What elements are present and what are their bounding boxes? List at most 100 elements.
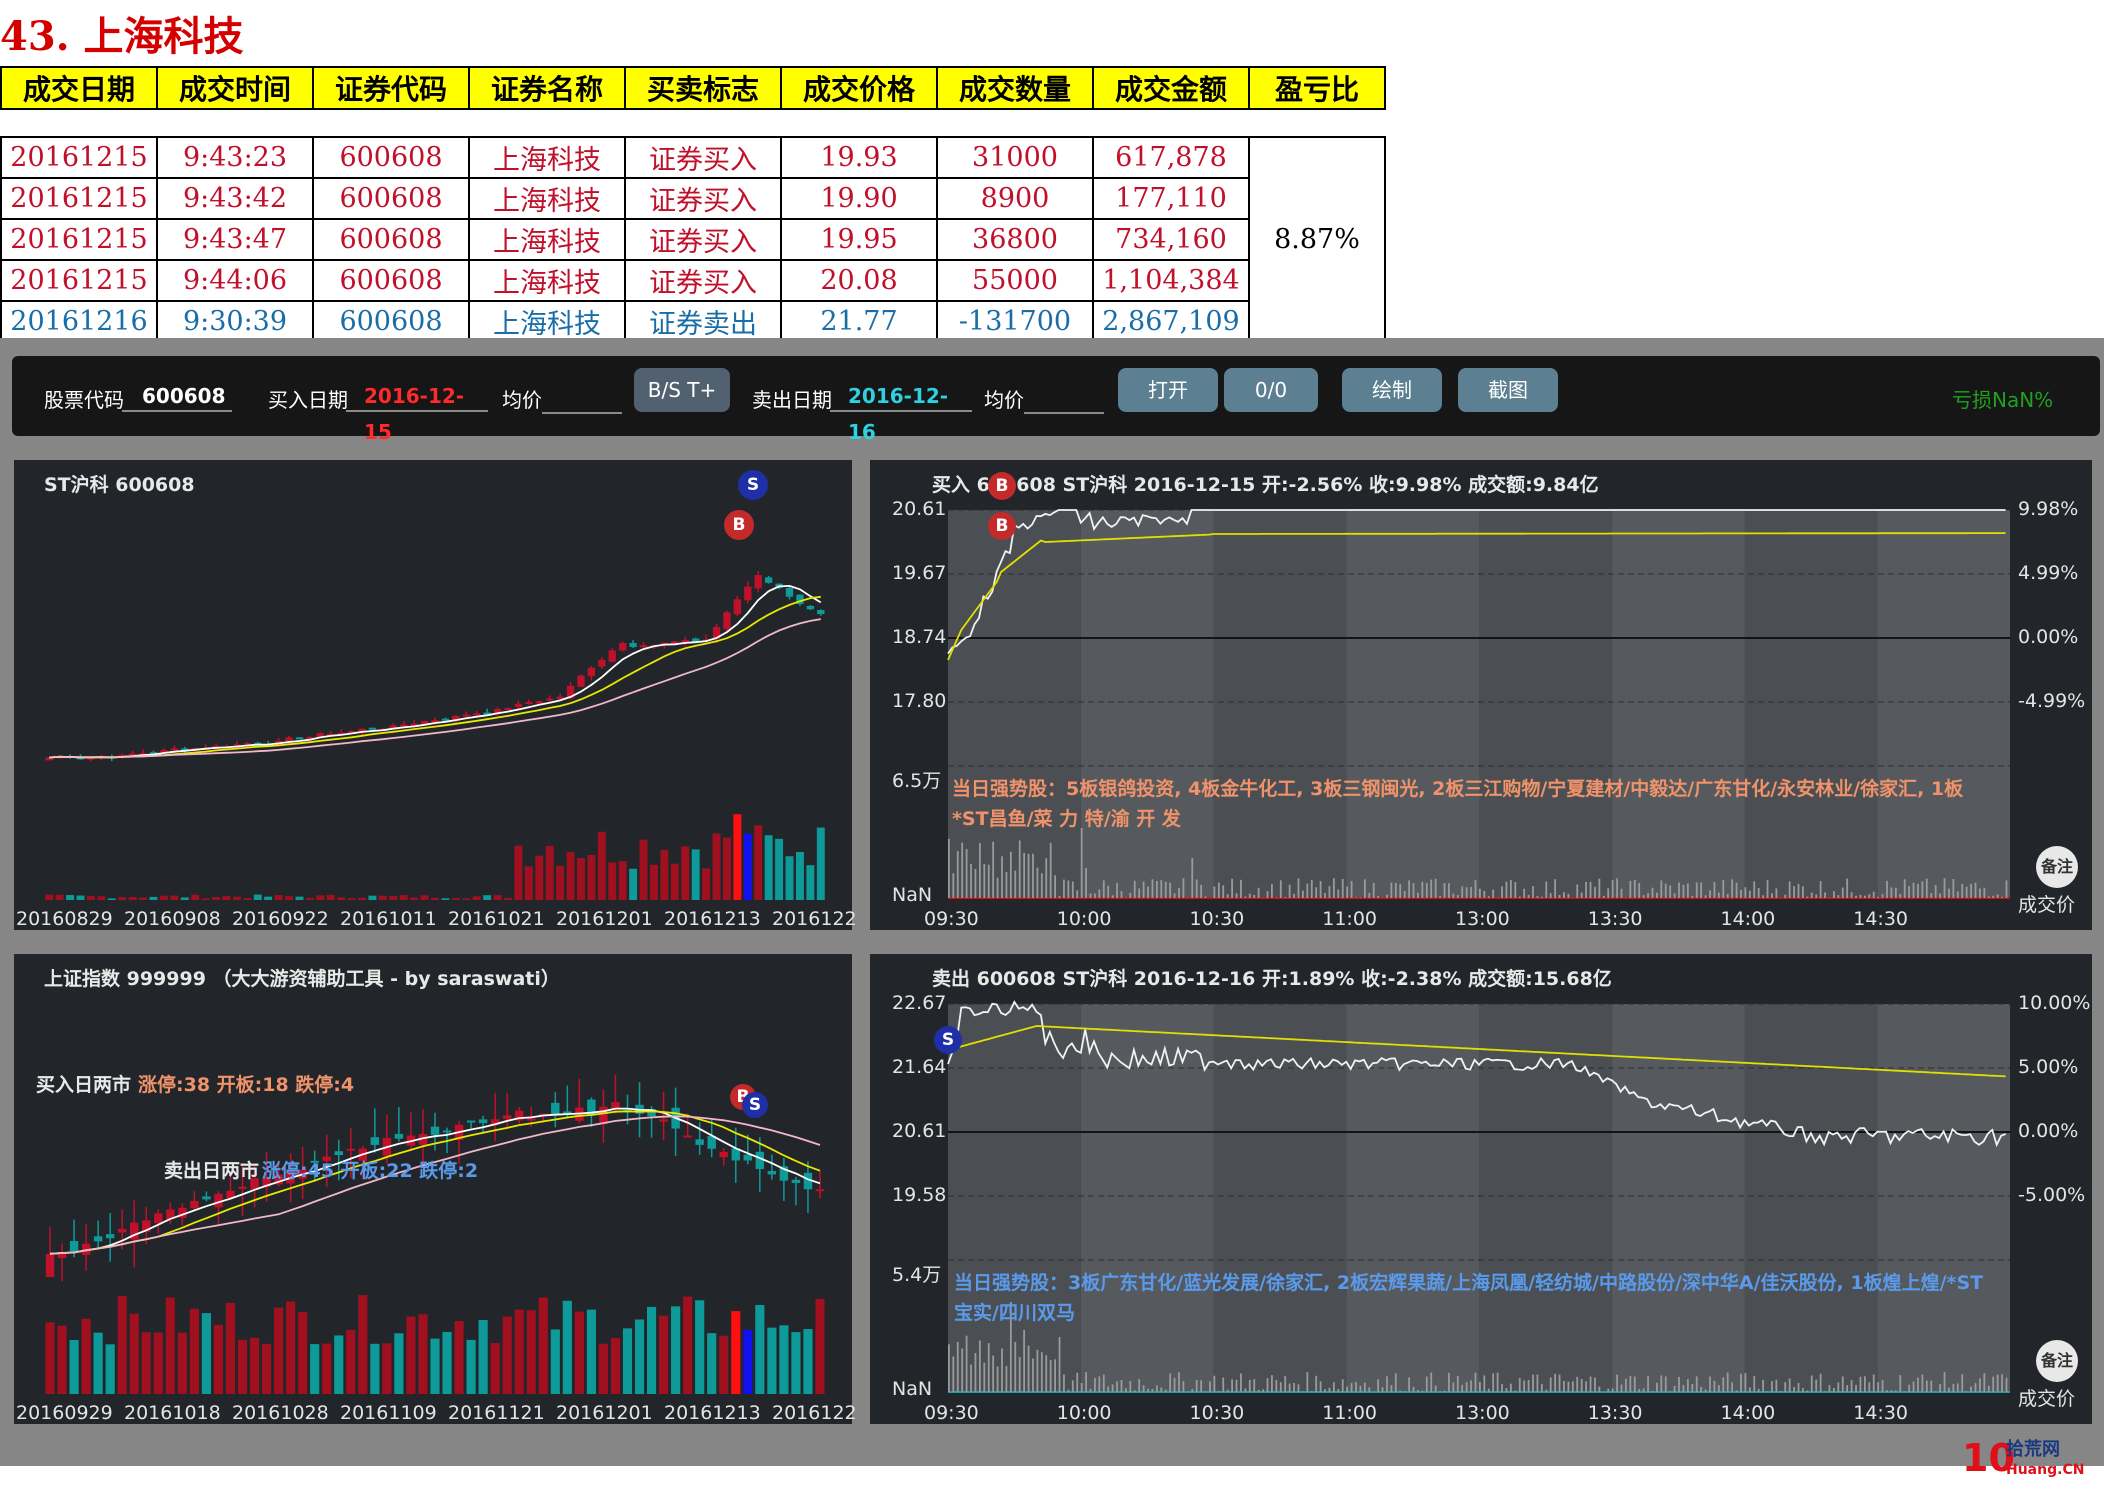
- table-header-cell: 成交价格: [780, 66, 938, 110]
- open-button[interactable]: 打开: [1118, 368, 1218, 412]
- volume-bar: [1802, 886, 1804, 898]
- candle-body: [556, 696, 564, 699]
- volume-bar: [1448, 1372, 1450, 1392]
- volume-bar: [1899, 893, 1902, 898]
- volume-bar: [1222, 1377, 1225, 1392]
- volume-bar: [1797, 883, 1800, 898]
- volume-bar: [566, 852, 575, 900]
- table-cell: 617,878: [1092, 136, 1250, 179]
- volume-bar: [622, 1328, 633, 1394]
- volume-bar: [795, 851, 804, 900]
- table-cell: 证券买入: [624, 259, 782, 302]
- candle-body: [611, 1102, 620, 1109]
- volume-bar: [462, 898, 471, 900]
- volume-bar: [1598, 878, 1601, 898]
- volume-bar: [1868, 1382, 1871, 1392]
- volume-bar: [1788, 1378, 1791, 1392]
- sell-note-button[interactable]: 备注: [2036, 1340, 2078, 1382]
- volume-bar: [1863, 895, 1866, 898]
- volume-bar: [1722, 1377, 1725, 1392]
- volume-bar: [1076, 1372, 1079, 1392]
- volume-bar: [996, 877, 999, 898]
- volume-bar: [1532, 1374, 1534, 1392]
- volume-bar: [1819, 1373, 1822, 1392]
- volume-bar: [1399, 884, 1402, 898]
- candle-body: [806, 605, 815, 610]
- x-tick-label: 20160922: [232, 908, 329, 930]
- price-line: [947, 509, 2006, 655]
- volume-bar: [1686, 1379, 1689, 1392]
- volume-bar: [1222, 885, 1225, 898]
- volume-bar: [586, 1309, 596, 1394]
- volume-bar: [1200, 1380, 1203, 1392]
- volume-bar: [1678, 882, 1680, 898]
- volume-bar: [1200, 884, 1203, 898]
- table-cell: 55000: [936, 259, 1094, 302]
- sell-intraday-title: 卖出 600608 ST沪科 2016-12-16 开:1.89% 收:-2.3…: [932, 968, 1612, 990]
- table-cell: 9:43:42: [156, 177, 314, 220]
- buy-avg-input[interactable]: [542, 378, 622, 414]
- candle-body: [310, 1160, 319, 1163]
- counter-button[interactable]: 0/0: [1224, 368, 1318, 412]
- screenshot-button[interactable]: 截图: [1458, 368, 1558, 412]
- table-cell: 600608: [312, 177, 470, 220]
- volume-bar: [1315, 1375, 1318, 1392]
- volume-bar: [948, 1344, 950, 1392]
- volume-bar: [1302, 890, 1304, 898]
- volume-bar: [978, 843, 981, 898]
- volume-bar: [1324, 892, 1326, 898]
- volume-bar: [1717, 892, 1720, 898]
- volume-bar: [141, 1332, 151, 1394]
- code-input[interactable]: 600608: [122, 378, 232, 412]
- candle-body: [493, 708, 502, 714]
- sell-avg-input[interactable]: [1024, 378, 1104, 414]
- bs-button[interactable]: B/S T+: [634, 368, 730, 412]
- candle-body: [45, 1253, 55, 1278]
- volume-bar: [1841, 887, 1844, 898]
- candle-body: [190, 1200, 199, 1209]
- volume-bar: [201, 898, 210, 900]
- volume-bar: [261, 1343, 272, 1394]
- volume-bar: [358, 1295, 368, 1394]
- table-header-cell: 成交金额: [1092, 66, 1250, 110]
- volume-bar: [1067, 880, 1070, 898]
- volume-bar: [1633, 1376, 1636, 1392]
- volume-bar: [1983, 1373, 1986, 1392]
- buy-date-input[interactable]: 2016-12-15: [346, 378, 488, 444]
- volume-bar: [1731, 1382, 1734, 1392]
- volume-bar: [1372, 882, 1375, 898]
- candle-body: [587, 1099, 596, 1115]
- candle-body: [566, 685, 575, 699]
- volume-bar: [232, 896, 241, 900]
- time-label: 09:30: [924, 1402, 979, 1424]
- x-tick-label: 20160908: [124, 908, 221, 930]
- volume-bar: [1748, 1387, 1751, 1392]
- sell-date-input[interactable]: 2016-12-16: [830, 378, 972, 444]
- volume-bar: [1554, 1373, 1557, 1392]
- buy-note-button[interactable]: 备注: [2036, 846, 2078, 888]
- volume-bar: [337, 897, 346, 900]
- volume-bar: [1793, 1386, 1795, 1392]
- ma-line-20: [49, 618, 821, 759]
- volume-bar: [1501, 886, 1503, 898]
- candle-body: [166, 1209, 175, 1220]
- candle-body: [478, 1119, 488, 1124]
- volume-bar: [556, 865, 565, 900]
- table-cell: 9:43:47: [156, 218, 314, 261]
- volume-bar: [1594, 886, 1596, 898]
- table-row: 20161215 9:43:47 600608 上海科技 证券买入 19.95 36800 7…: [0, 218, 1385, 261]
- volume-bar: [1009, 851, 1012, 898]
- draw-button[interactable]: 绘制: [1342, 368, 1442, 412]
- volume-bar: [1005, 1366, 1008, 1392]
- volume-bar: [996, 1366, 999, 1392]
- volume-bar: [1341, 878, 1344, 898]
- volume-bar: [1656, 1382, 1658, 1392]
- candle-body: [719, 1151, 728, 1158]
- volume-bar: [1036, 1349, 1039, 1392]
- volume-bar: [1886, 1390, 1888, 1392]
- table-cell: 9:30:39: [156, 300, 314, 343]
- volume-bar: [1266, 1378, 1269, 1392]
- volume-bar: [550, 1329, 560, 1394]
- volume-bar: [1089, 1388, 1092, 1392]
- table-cell: 2,867,109: [1092, 300, 1250, 343]
